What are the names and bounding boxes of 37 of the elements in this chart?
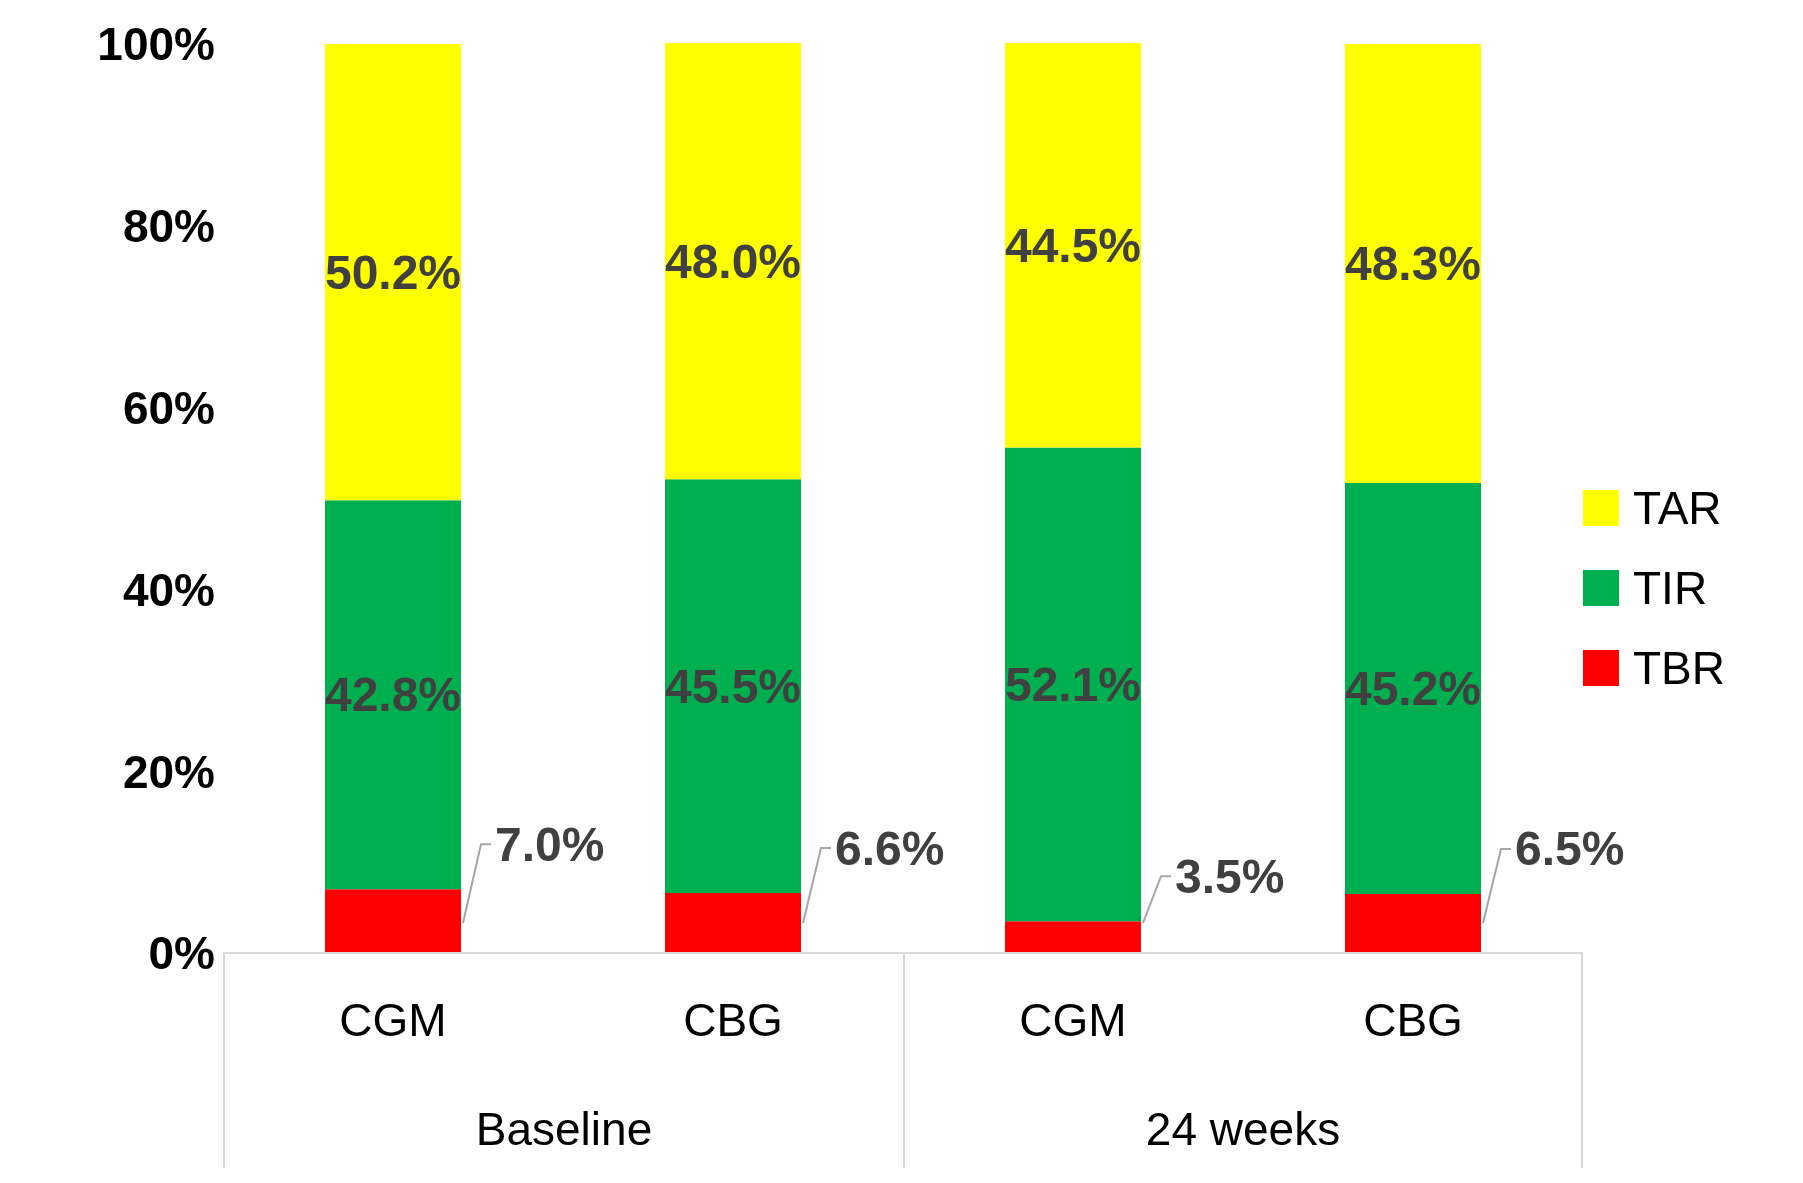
- x-tick-label: CBG: [1363, 994, 1463, 1046]
- bar: [665, 893, 801, 953]
- bar: [1345, 893, 1481, 953]
- data-label: 48.0%: [664, 234, 802, 288]
- bar: [1005, 43, 1141, 448]
- legend-label: TBR: [1633, 641, 1725, 695]
- data-label: 45.2%: [1344, 661, 1482, 715]
- data-label: 45.5%: [664, 659, 802, 713]
- bar: [1345, 43, 1481, 483]
- data-label: 7.0%: [495, 817, 605, 871]
- y-tick-label: 40%: [122, 563, 215, 616]
- data-label: 52.1%: [1004, 657, 1142, 711]
- y-tick-label: 80%: [122, 200, 215, 253]
- legend-label: TIR: [1633, 561, 1708, 615]
- y-tick-label: 20%: [122, 745, 215, 798]
- data-label: 44.5%: [1004, 218, 1142, 272]
- bar: [1345, 483, 1481, 894]
- y-tick-label: 0%: [148, 927, 215, 980]
- bar: [665, 43, 801, 480]
- legend-label: TAR: [1633, 481, 1722, 535]
- bar: [1005, 447, 1141, 922]
- y-tick-label: 60%: [122, 381, 215, 434]
- bar: [325, 43, 461, 501]
- data-label: 42.8%: [324, 668, 462, 722]
- data-label: 6.5%: [1515, 822, 1625, 876]
- bar: [325, 889, 461, 953]
- x-tick-label: CGM: [339, 994, 447, 1046]
- bar: [325, 500, 461, 890]
- data-label: 3.5%: [1175, 849, 1285, 903]
- data-label: 48.3%: [1344, 236, 1482, 290]
- data-label: 6.6%: [835, 821, 945, 875]
- x-tick-label: CBG: [683, 994, 783, 1046]
- x-tick-label: CGM: [1019, 994, 1127, 1046]
- y-tick-label: 100%: [97, 18, 215, 71]
- bar: [665, 479, 801, 893]
- bar: [1005, 921, 1141, 953]
- data-label: 50.2%: [324, 245, 462, 299]
